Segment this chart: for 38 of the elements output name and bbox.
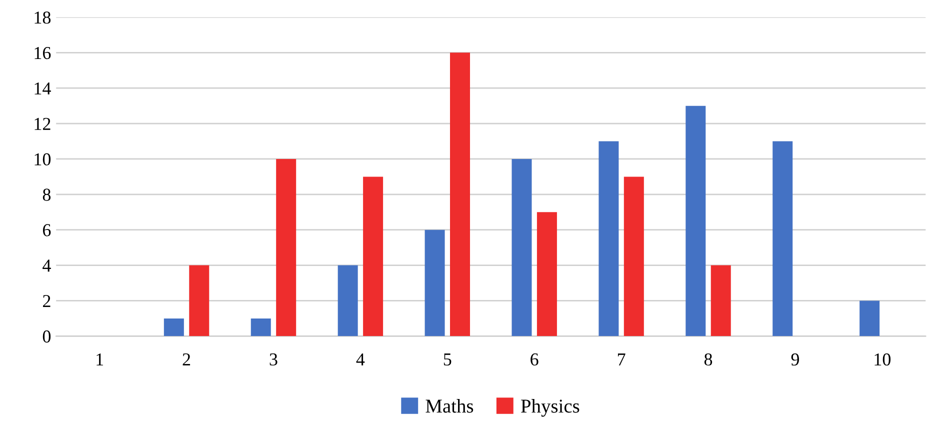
y-tick-label: 8	[42, 188, 51, 201]
bar	[424, 230, 445, 336]
y-tick-label: 10	[34, 153, 51, 166]
bar	[772, 141, 793, 336]
bar	[512, 158, 532, 336]
bar	[363, 176, 384, 336]
bar	[710, 265, 731, 336]
bar	[450, 52, 470, 336]
bar	[276, 158, 296, 336]
x-tick-label: 3	[270, 353, 278, 366]
x-tick-label: 6	[530, 353, 538, 366]
x-tick-label: 1	[96, 353, 104, 366]
bar	[598, 141, 619, 336]
y-tick-label: 4	[42, 260, 51, 272]
legend-label: Physics	[521, 399, 580, 417]
y-tick-label: 2	[43, 295, 50, 308]
bar	[189, 265, 210, 336]
x-tick-label: 5	[444, 354, 452, 366]
x-tick-label: 9	[791, 353, 799, 366]
bar	[624, 176, 644, 336]
x-tick-label: 4	[356, 353, 365, 366]
bar	[686, 106, 706, 336]
x-tick-label: 7	[618, 354, 626, 366]
y-tick-label: 12	[34, 118, 50, 130]
y-tick-label: 14	[34, 82, 51, 94]
y-tick-label: 16	[34, 46, 51, 60]
y-tick-label: 0	[42, 330, 51, 343]
y-tick-label: 18	[34, 11, 51, 24]
x-tick-label: 10	[874, 353, 891, 366]
bar	[338, 265, 358, 336]
x-tick-label: 8	[704, 353, 712, 366]
x-tick-label: 2	[182, 353, 190, 366]
legend-label: Maths	[426, 399, 474, 413]
bar	[536, 212, 557, 336]
y-tick-label: 6	[42, 224, 51, 236]
bar	[860, 300, 880, 336]
bar	[164, 318, 184, 336]
bar	[250, 318, 271, 336]
